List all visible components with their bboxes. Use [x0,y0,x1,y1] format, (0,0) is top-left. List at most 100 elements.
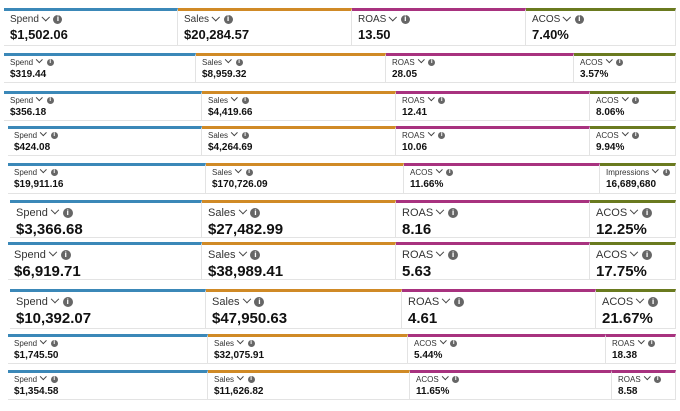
chevron-down-icon[interactable] [389,12,397,21]
metric-tile-spend[interactable]: Spend i $356.18 [4,91,202,121]
info-icon[interactable]: i [46,59,54,66]
chevron-down-icon[interactable] [439,337,447,344]
info-icon[interactable]: i [50,169,58,176]
metric-tile-sales[interactable]: Sales i $170,726.09 [206,163,404,194]
chevron-down-icon[interactable] [629,247,639,256]
metric-tile-roas[interactable]: ROAS i 13.50 [352,8,526,46]
chevron-down-icon[interactable] [40,373,47,380]
metric-tile-acos[interactable]: ACOS i 12.25% [590,200,676,238]
info-icon[interactable]: i [62,207,73,218]
chevron-down-icon[interactable] [435,247,445,256]
info-icon[interactable]: i [438,97,446,104]
chevron-down-icon[interactable] [40,337,47,344]
chevron-down-icon[interactable] [48,247,57,256]
info-icon[interactable]: i [241,132,249,139]
info-icon[interactable]: i [46,97,54,104]
chevron-down-icon[interactable] [238,205,247,214]
metric-tile-spend[interactable]: Spend i $1,502.06 [4,8,178,46]
info-icon[interactable]: i [632,132,640,139]
metric-tile-sales[interactable]: Sales i $47,950.63 [206,289,402,329]
metric-tile-roas[interactable]: ROAS i 8.16 [396,200,590,238]
info-icon[interactable]: i [241,97,249,104]
metric-tile-spend[interactable]: Spend i $1,745.50 [8,334,208,364]
chevron-down-icon[interactable] [605,56,613,63]
metric-tile-acos[interactable]: ACOS i 11.66% [404,163,600,194]
info-icon[interactable]: i [247,376,255,383]
info-icon[interactable]: i [428,59,436,66]
info-icon[interactable]: i [454,296,465,307]
info-icon[interactable]: i [62,296,73,307]
info-icon[interactable]: i [446,169,454,176]
chevron-down-icon[interactable] [231,94,238,101]
chevron-down-icon[interactable] [238,247,247,256]
info-icon[interactable]: i [250,207,261,218]
info-icon[interactable]: i [438,132,446,139]
metric-tile-spend[interactable]: Spend i $6,919.71 [8,242,202,280]
metric-tile-roas[interactable]: ROAS i 12.41 [396,91,590,121]
info-icon[interactable]: i [235,59,243,66]
info-icon[interactable]: i [648,296,659,307]
info-icon[interactable]: i [616,59,624,66]
metric-tile-spend[interactable]: Spend i $19,911.16 [8,163,206,194]
metric-tile-spend[interactable]: Spend i $424.08 [8,126,202,156]
chevron-down-icon[interactable] [40,129,47,136]
metric-tile-sales[interactable]: Sales i $8,959.32 [196,53,386,83]
chevron-down-icon[interactable] [40,166,47,173]
chevron-down-icon[interactable] [441,294,451,303]
info-icon[interactable]: i [250,249,261,260]
metric-tile-impressions[interactable]: Impressions i 16,689,680 [600,163,676,194]
info-icon[interactable]: i [452,376,460,383]
metric-tile-sales[interactable]: Sales i $27,482.99 [202,200,396,238]
chevron-down-icon[interactable] [242,294,251,303]
info-icon[interactable]: i [245,169,253,176]
chevron-down-icon[interactable] [621,94,629,101]
chevron-down-icon[interactable] [231,129,238,136]
chevron-down-icon[interactable] [629,205,639,214]
metric-tile-acos[interactable]: ACOS i 9.94% [590,126,676,156]
info-icon[interactable]: i [254,296,265,307]
metric-tile-acos[interactable]: ACOS i 17.75% [590,242,676,280]
info-icon[interactable]: i [53,15,63,24]
metric-tile-roas[interactable]: ROAS i 28.05 [386,53,574,83]
info-icon[interactable]: i [223,15,233,24]
chevron-down-icon[interactable] [435,166,443,173]
chevron-down-icon[interactable] [41,12,50,21]
chevron-down-icon[interactable] [427,129,435,136]
info-icon[interactable]: i [642,249,653,260]
chevron-down-icon[interactable] [635,294,645,303]
metric-tile-roas[interactable]: ROAS i 5.63 [396,242,590,280]
metric-tile-sales[interactable]: Sales i $38,989.41 [202,242,396,280]
info-icon[interactable]: i [50,340,58,347]
chevron-down-icon[interactable] [441,373,449,380]
chevron-down-icon[interactable] [621,129,629,136]
info-icon[interactable]: i [648,340,656,347]
info-icon[interactable]: i [662,169,670,176]
chevron-down-icon[interactable] [637,337,645,344]
metric-tile-sales[interactable]: Sales i $32,075.91 [208,334,408,364]
info-icon[interactable]: i [642,207,653,218]
info-icon[interactable]: i [448,249,459,260]
chevron-down-icon[interactable] [36,56,43,63]
metric-tile-acos[interactable]: ACOS i 21.67% [596,289,676,329]
chevron-down-icon[interactable] [652,166,659,173]
info-icon[interactable]: i [247,340,255,347]
info-icon[interactable]: i [654,376,662,383]
chevron-down-icon[interactable] [235,166,242,173]
chevron-down-icon[interactable] [427,94,435,101]
info-icon[interactable]: i [448,207,459,218]
chevron-down-icon[interactable] [417,56,425,63]
chevron-down-icon[interactable] [50,205,59,214]
info-icon[interactable]: i [60,249,71,260]
chevron-down-icon[interactable] [211,12,220,21]
info-icon[interactable]: i [574,15,584,24]
metric-tile-acos[interactable]: ACOS i 3.57% [574,53,676,83]
metric-tile-acos[interactable]: ACOS i 11.65% [410,370,612,400]
metric-tile-acos[interactable]: ACOS i 7.40% [526,8,676,46]
chevron-down-icon[interactable] [36,94,43,101]
info-icon[interactable]: i [400,15,410,24]
metric-tile-roas[interactable]: ROAS i 8.58 [612,370,676,400]
info-icon[interactable]: i [50,132,58,139]
chevron-down-icon[interactable] [643,373,651,380]
metric-tile-roas[interactable]: ROAS i 18.38 [606,334,676,364]
metric-tile-sales[interactable]: Sales i $4,419.66 [202,91,396,121]
